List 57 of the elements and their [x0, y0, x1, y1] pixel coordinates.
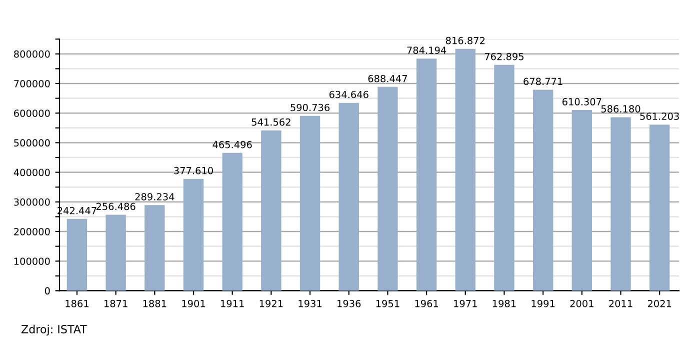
bar	[66, 218, 88, 291]
data-label: 465.496	[212, 140, 252, 148]
bar	[183, 178, 204, 291]
y-tick-label: 800000	[14, 50, 50, 58]
bar	[144, 205, 165, 291]
bar	[649, 124, 670, 291]
y-tick-label: 400000	[14, 168, 50, 176]
data-label: 688.447	[368, 74, 407, 82]
bar	[572, 110, 592, 291]
x-tick-label: 1936	[338, 300, 361, 308]
x-tick-label: 1931	[298, 300, 322, 308]
x-tick-label: 1991	[532, 300, 555, 308]
data-label: 590.736	[290, 104, 330, 112]
x-tick-label: 2021	[648, 300, 672, 308]
bar	[261, 130, 282, 291]
data-label: 678.771	[524, 78, 562, 86]
bar	[378, 86, 398, 291]
text: Zdroj: ISTAT	[22, 324, 87, 336]
y-tick-label: 100000	[14, 258, 50, 265]
x-tick-label: 1911	[221, 300, 244, 308]
data-label: 541.562	[252, 118, 290, 126]
y-tick-label: 300000	[14, 198, 50, 206]
data-label: 634.646	[329, 90, 368, 98]
y-tick-label: 200000	[14, 228, 50, 236]
bar	[338, 102, 359, 291]
data-label: 610.307	[562, 98, 602, 106]
x-tick-label: 1901	[182, 300, 205, 308]
bar	[416, 58, 437, 291]
data-label: 377.610	[174, 166, 213, 174]
y-tick-label: 600000	[14, 110, 50, 117]
data-label: 289.234	[135, 193, 174, 200]
bar	[222, 152, 242, 291]
bar	[494, 64, 514, 291]
x-tick-label: 1871	[104, 300, 128, 308]
x-tick-label: 2001	[570, 300, 594, 308]
x-tick-label: 1981	[492, 300, 516, 308]
bar	[610, 117, 631, 291]
x-tick-label: 1861	[66, 300, 88, 308]
data-label: 586.180	[601, 105, 640, 113]
data-label: 816.872	[446, 36, 485, 44]
x-tick-label: 1881	[143, 300, 166, 308]
y-tick-label: 700000	[14, 80, 50, 88]
bar	[455, 48, 476, 291]
bar	[300, 116, 320, 291]
data-label: 256.486	[96, 202, 136, 210]
x-tick-label: 1921	[260, 300, 283, 308]
x-tick-label: 1951	[376, 300, 400, 308]
data-label: 561.203	[640, 112, 679, 120]
bar	[106, 214, 126, 291]
data-label: 784.194	[407, 46, 446, 54]
x-tick-label: 2011	[609, 300, 632, 308]
y-tick-label: 0	[44, 287, 50, 295]
y-tick-label: 500000	[14, 139, 50, 147]
bar	[532, 90, 554, 291]
x-tick-label: 1961	[415, 300, 438, 308]
data-label: 762.895	[484, 52, 524, 60]
x-tick-label: 1971	[454, 300, 477, 308]
